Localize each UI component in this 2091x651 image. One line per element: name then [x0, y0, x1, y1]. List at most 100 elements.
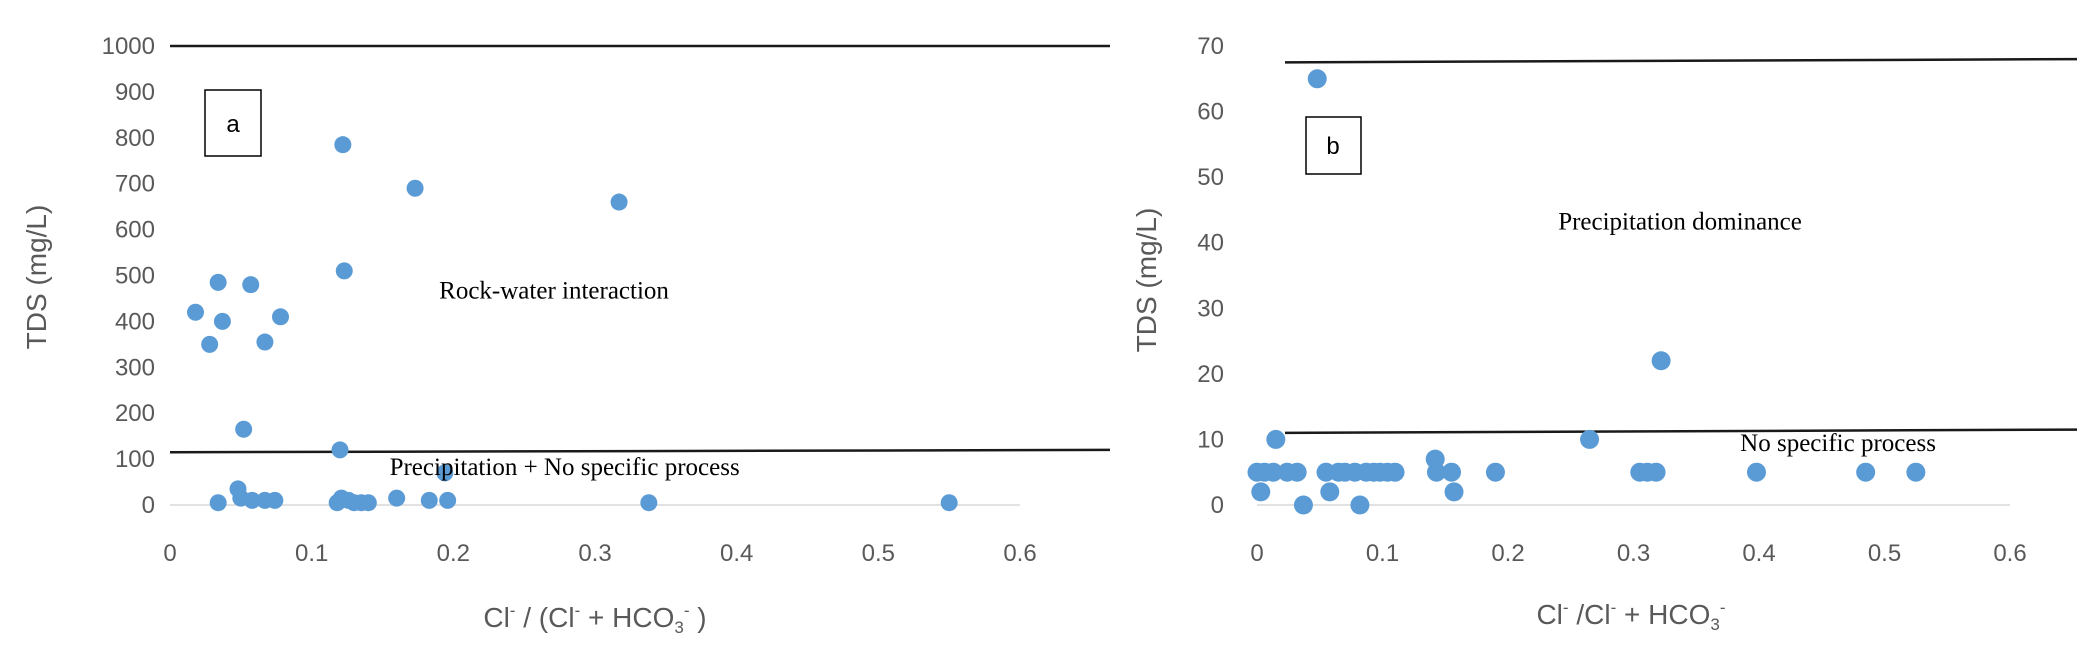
y-tick-label-b-7: 70: [1197, 33, 1224, 60]
data-point-a-24: [406, 179, 424, 197]
data-point-b-8: [1307, 69, 1327, 89]
y-tick-label-a-9: 900: [115, 79, 155, 106]
data-point-a-4: [235, 420, 253, 438]
scatter-points-a: [187, 136, 958, 512]
data-point-a-3: [213, 312, 231, 330]
threshold-line-a-1: [169, 448, 1111, 454]
data-point-a-14: [331, 441, 349, 459]
x-axis-title-a-sup1: -: [510, 601, 516, 620]
annotations-a: Rock-water interaction Precipitation + No…: [390, 277, 740, 481]
data-point-b-25: [1580, 429, 1600, 449]
x-tick-label-b-3: 0.3: [1617, 540, 1650, 567]
data-point-a-13: [266, 491, 284, 509]
annotation-a-1: Precipitation + No specific process: [390, 454, 740, 481]
data-point-b-6: [1287, 462, 1307, 482]
data-point-b-23: [1444, 482, 1464, 502]
x-tick-label-a-3: 0.3: [578, 540, 611, 567]
y-tick-label-b-2: 20: [1197, 361, 1224, 388]
threshold-lines-b: [1284, 57, 2078, 435]
threshold-line-b-0: [1284, 57, 2078, 64]
data-point-b-32: [1906, 462, 1926, 482]
data-point-b-28: [1646, 462, 1666, 482]
chart-panel-b: 0 10 20 30 40 50 60 70 0 0.1 0.2 0.3 0.4 0.5 0.6 Prec…: [1131, 33, 2078, 634]
x-tick-label-a-4: 0.4: [720, 540, 753, 567]
x-tick-label-b-1: 0.1: [1366, 540, 1399, 567]
chart-panel-a: 0 100 200 300 400 500 600 700 800 900 1000 0 0.1 0.2…: [21, 33, 1111, 637]
data-point-a-15: [334, 136, 352, 154]
data-point-a-7: [272, 308, 289, 326]
x-axis-title-b-part2: /Cl: [1569, 599, 1611, 630]
data-point-a-27: [439, 491, 457, 509]
y-tick-label-a-4: 400: [115, 308, 155, 335]
x-tick-label-a-5: 0.5: [862, 540, 895, 567]
data-point-b-10: [1320, 482, 1340, 502]
data-point-a-1: [201, 335, 219, 353]
y-tick-label-b-6: 60: [1197, 99, 1224, 126]
y-tick-label-a-2: 200: [115, 400, 155, 427]
x-axis-title-b-part3: + HCO: [1616, 599, 1710, 630]
y-axis-title-b: TDS (mg/L): [1131, 208, 1162, 353]
scatter-points-b: [1247, 69, 1926, 515]
data-point-a-22: [359, 494, 377, 512]
x-tick-label-a-1: 0.1: [295, 540, 328, 567]
panel-label-box-b: [1305, 116, 1362, 175]
data-point-a-6: [256, 333, 274, 351]
x-tick-labels-b: 0 0.1 0.2 0.3 0.4 0.5 0.6: [1250, 540, 2026, 567]
data-point-b-1: [1251, 482, 1271, 502]
x-axis-title-b-sup2: -: [1611, 598, 1617, 617]
data-point-b-21: [1426, 462, 1446, 482]
x-axis-title-a-sup3: -: [684, 601, 690, 620]
x-tick-label-a-2: 0.2: [437, 540, 470, 567]
x-axis-title-a-part3: + HCO: [580, 602, 674, 633]
data-point-b-3: [1263, 462, 1283, 482]
data-point-a-28: [610, 193, 628, 211]
x-tick-labels-a: 0 0.1 0.2 0.3 0.4 0.5 0.6: [163, 540, 1036, 567]
y-tick-label-a-6: 600: [115, 217, 155, 244]
annotation-a-0: Rock-water interaction: [439, 277, 669, 304]
data-point-a-26: [436, 464, 454, 482]
data-point-a-0: [187, 303, 204, 321]
data-point-a-8: [209, 494, 227, 512]
y-tick-labels-b: 0 10 20 30 40 50 60 70: [1197, 33, 1224, 519]
y-tick-label-a-8: 800: [115, 125, 155, 152]
y-axis-title-a: TDS (mg/L): [21, 205, 52, 350]
data-point-b-4: [1266, 429, 1286, 449]
x-axis-title-a-sup2: -: [575, 601, 581, 620]
data-point-a-5: [242, 276, 260, 294]
data-point-b-31: [1856, 462, 1876, 482]
x-axis-title-b-sup3: -: [1720, 598, 1726, 617]
data-point-a-30: [940, 494, 958, 512]
threshold-line-b-1: [1284, 428, 2078, 435]
x-axis-title-a-part4: ): [690, 602, 707, 633]
data-point-a-16: [335, 262, 353, 280]
annotations-b: Precipitation dominance No specific proce…: [1558, 209, 1936, 458]
x-tick-label-a-0: 0: [163, 540, 176, 567]
x-tick-label-b-2: 0.2: [1491, 540, 1524, 567]
y-tick-labels-a: 0 100 200 300 400 500 600 700 800 900 1000: [102, 33, 155, 519]
y-tick-label-a-1: 100: [115, 446, 155, 473]
y-tick-label-a-0: 0: [142, 492, 155, 519]
y-tick-label-b-0: 0: [1211, 492, 1224, 519]
data-point-a-11: [243, 491, 261, 509]
x-tick-label-b-0: 0: [1250, 540, 1263, 567]
data-point-b-22: [1442, 462, 1462, 482]
x-axis-title-a: Cl- / (Cl- + HCO3- ): [483, 601, 706, 637]
y-tick-label-a-3: 300: [115, 354, 155, 381]
x-axis-title-a-sub: 3: [674, 618, 683, 637]
y-tick-label-b-3: 30: [1197, 295, 1224, 322]
threshold-lines-a: [169, 44, 1111, 454]
x-axis-title-a-part2: / (Cl: [515, 602, 574, 633]
x-tick-label-b-4: 0.4: [1742, 540, 1775, 567]
x-axis-title-b-sup1: -: [1563, 598, 1569, 617]
y-tick-label-a-10: 1000: [102, 33, 155, 60]
data-point-b-30: [1746, 462, 1766, 482]
y-tick-label-a-5: 500: [115, 263, 155, 290]
y-tick-label-a-7: 700: [115, 171, 155, 198]
data-point-a-23: [388, 489, 406, 507]
data-point-a-29: [640, 494, 658, 512]
data-point-b-19: [1385, 462, 1405, 482]
data-point-b-29: [1651, 351, 1671, 371]
data-point-b-7: [1293, 495, 1313, 515]
x-axis-title-a-part1: Cl: [483, 602, 509, 633]
x-tick-label-b-6: 0.6: [1993, 540, 2026, 567]
